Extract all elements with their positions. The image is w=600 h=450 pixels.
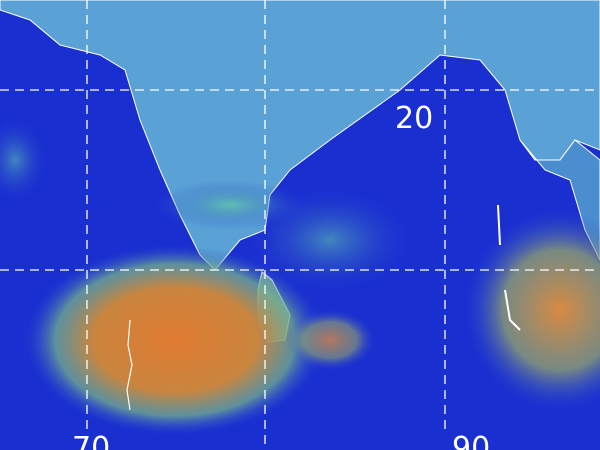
andaman-islands bbox=[497, 204, 521, 331]
cloud-bay bbox=[250, 190, 410, 290]
myanmar-coast bbox=[519, 139, 600, 261]
lon-label-90: 90 bbox=[452, 431, 490, 450]
cloud-west-edge bbox=[0, 120, 45, 200]
cyclone-system-east bbox=[465, 210, 600, 410]
cloud-cluster-sri-lanka bbox=[285, 310, 375, 370]
lon-label-70: 70 bbox=[72, 431, 110, 450]
cyclone-system-west bbox=[25, 245, 325, 435]
maldives-islands bbox=[126, 319, 133, 411]
lat-label-20: 20 bbox=[395, 101, 433, 136]
